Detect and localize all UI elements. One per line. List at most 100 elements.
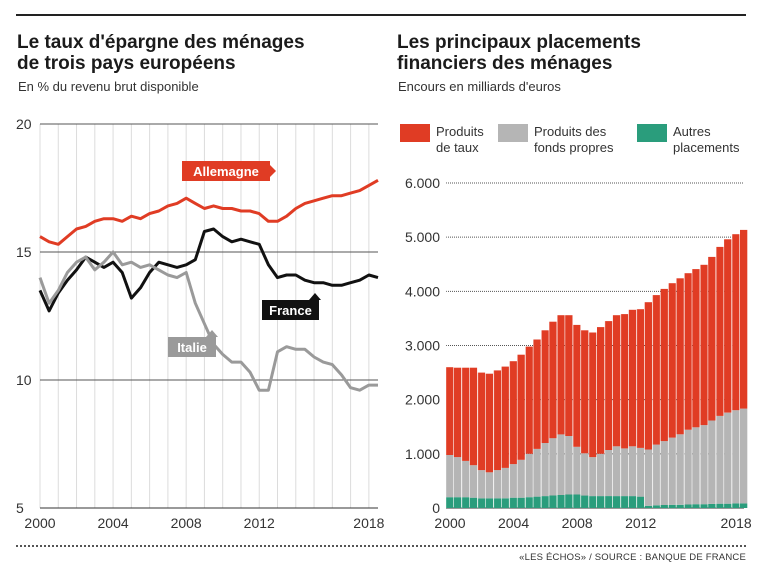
bar-segment [446, 367, 454, 455]
bar-segment [565, 494, 573, 508]
bar-segment [708, 256, 716, 421]
bar-segment [716, 415, 724, 504]
bar-segment [620, 314, 629, 449]
bar-segment [612, 446, 621, 497]
series-line-france [38, 227, 379, 313]
legend-label: Produits des fonds propres [534, 124, 614, 155]
bar-segment [541, 330, 549, 443]
x-tick-label: 2000 [24, 515, 55, 531]
series-label-pointer [270, 165, 276, 177]
left-title-line2: de trois pays européens [17, 53, 236, 74]
bar-segment [660, 441, 668, 505]
bar-segment [469, 367, 478, 466]
legend-swatch [498, 124, 528, 142]
bar-segment [485, 498, 493, 509]
series-label-france: France [262, 293, 321, 320]
bar-segment [446, 497, 454, 508]
legend-swatch [400, 124, 430, 142]
bar-segment [565, 315, 573, 436]
bar-segment [485, 472, 493, 499]
bar-segment [493, 498, 501, 509]
right-chart-subtitle: Encours en milliards d'euros [398, 79, 561, 94]
bar-segment [644, 449, 652, 506]
bar-segment [644, 302, 652, 450]
legend-label-line: placements [673, 140, 740, 155]
bar-segment [453, 457, 462, 498]
right-chart-title: Les principaux placements financiers des… [397, 32, 641, 74]
top-rule [16, 14, 746, 16]
bar-segment [533, 496, 541, 508]
bar-segment [700, 264, 708, 426]
bar-segment [509, 497, 517, 508]
bar-segment [652, 444, 660, 506]
bar-segment [652, 505, 660, 508]
bar-segment [549, 321, 557, 439]
bar-segment [676, 278, 684, 435]
bar-segment [493, 370, 501, 471]
bar-segment [533, 449, 541, 497]
bar-segment [501, 498, 509, 509]
bar-segment [541, 443, 549, 497]
y-tick-label: 10 [16, 372, 32, 388]
bar-segment [620, 496, 629, 508]
y-tick-label: 6.000 [405, 175, 440, 191]
bar-segment [684, 273, 692, 430]
bar-segment [636, 496, 644, 508]
y-tick-label: 0 [432, 500, 440, 516]
x-tick-label: 2012 [625, 515, 656, 531]
bar-segment [612, 315, 621, 447]
bar-segment [597, 327, 605, 454]
bar-segment [700, 504, 708, 508]
bar-segment [740, 408, 748, 504]
left-chart-subtitle: En % du revenu brut disponible [18, 79, 199, 94]
legend-item: Produits des fonds propres [498, 124, 614, 155]
bar-segment [636, 447, 644, 497]
bar-segment [652, 295, 660, 445]
bar-segment [676, 504, 684, 509]
right-title-line1: Les principaux placements [397, 32, 641, 53]
bar-segment [620, 448, 629, 497]
y-tick-label: 15 [16, 244, 32, 260]
bar-segment [509, 361, 517, 465]
bar-segment [700, 425, 708, 505]
bar-segment [732, 410, 740, 504]
bar-segment [469, 465, 478, 498]
x-tick-label: 2008 [562, 515, 593, 531]
bar-segment [549, 495, 557, 508]
bar-segment [493, 470, 501, 499]
bar-segment [589, 496, 597, 508]
bar-segment [660, 505, 668, 508]
legend-swatch [637, 124, 667, 142]
y-tick-label: 20 [16, 116, 32, 132]
bar-segment [525, 453, 533, 498]
bar-segment [469, 497, 478, 508]
bar-segment [604, 321, 613, 450]
bar-segment [501, 366, 509, 468]
x-tick-label: 2018 [353, 515, 384, 531]
bar-segment [692, 427, 700, 505]
series-label-allemagne: Allemagne [182, 161, 276, 181]
left-title-line1: Le taux d'épargne des ménages [17, 32, 305, 53]
x-tick-label: 2004 [498, 515, 529, 531]
bar-segment [684, 429, 692, 505]
bar-segment [461, 497, 470, 508]
y-tick-label: 3.000 [405, 338, 440, 354]
bar-segment [628, 446, 637, 497]
series-label-pointer [206, 330, 218, 337]
bottom-dotted-rule [16, 545, 746, 547]
bar-segment [589, 457, 597, 497]
bar-segment [597, 496, 605, 508]
bar-segment [557, 495, 565, 508]
legend-label-line: Produits [436, 124, 484, 139]
bar-segment [628, 496, 637, 508]
x-tick-label: 2012 [244, 515, 275, 531]
bar-segment [581, 495, 589, 508]
bar-segment [477, 372, 486, 471]
bar-segment [604, 450, 613, 496]
legend-item: Produits de taux [400, 124, 484, 155]
bar-segment [740, 503, 748, 508]
y-tick-label: 4.000 [405, 283, 440, 299]
legend-label-line: de taux [436, 140, 479, 155]
left-chart-title: Le taux d'épargne des ménages de trois p… [17, 32, 305, 74]
